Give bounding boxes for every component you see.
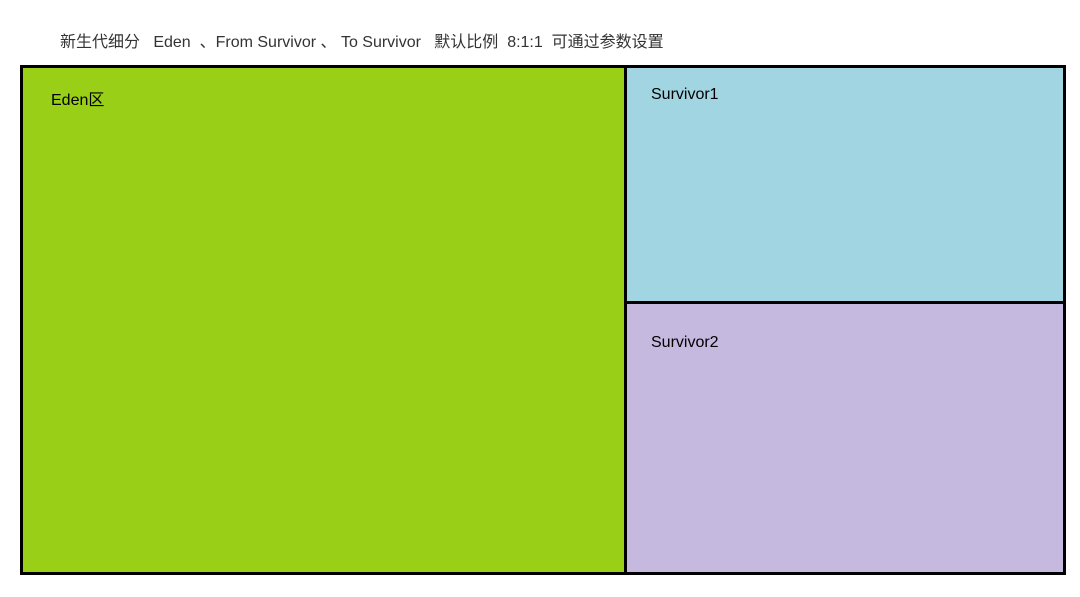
young-gen-diagram: Eden区 Survivor1 Survivor2 — [20, 65, 1066, 575]
survivor-column: Survivor1 Survivor2 — [627, 68, 1063, 572]
eden-label: Eden区 — [51, 92, 104, 109]
survivor1-region: Survivor1 — [627, 68, 1063, 304]
survivor2-region: Survivor2 — [627, 304, 1063, 572]
survivor1-label: Survivor1 — [651, 86, 719, 103]
diagram-caption: 新生代细分 Eden 、From Survivor 、 To Survivor … — [60, 28, 664, 52]
survivor2-label: Survivor2 — [651, 334, 719, 351]
eden-region: Eden区 — [23, 68, 627, 572]
